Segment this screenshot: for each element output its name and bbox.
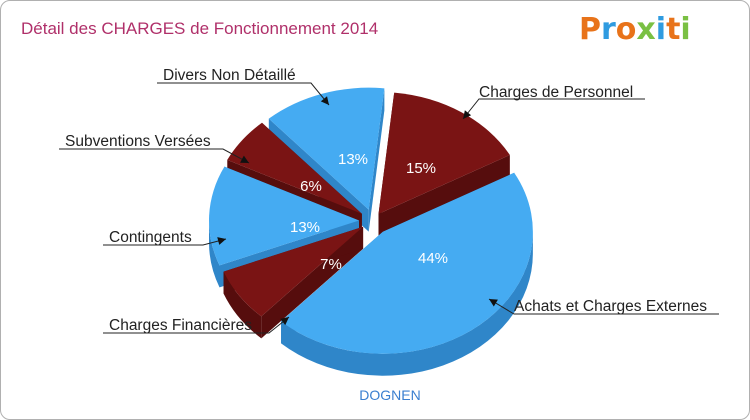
data-label: 44% xyxy=(418,250,448,267)
brand-logo-letter: o xyxy=(616,12,637,47)
category-label: Contingents xyxy=(109,229,192,246)
leader-line xyxy=(157,82,330,106)
pie-slice-top xyxy=(209,166,360,266)
chart-title: Détail des CHARGES de Fonctionnement 201… xyxy=(21,19,378,38)
category-label: Charges Financières xyxy=(109,317,252,334)
brand-logo-letter: r xyxy=(601,12,616,47)
category-label: Charges de Personnel xyxy=(479,84,633,101)
pie-slice-top xyxy=(378,92,510,214)
leader-arrow xyxy=(280,317,289,326)
leader-arrow xyxy=(217,237,226,245)
pie-slice-wall xyxy=(368,88,385,232)
brand-logo-letter: t xyxy=(666,12,680,47)
brand-logo-text: Proxiti xyxy=(579,12,691,47)
chart-subtitle: DOGNEN xyxy=(359,387,420,403)
brand-logo-letter: P xyxy=(579,12,601,47)
leader-arrow xyxy=(489,299,498,307)
data-label: 13% xyxy=(338,151,368,168)
category-label: Divers Non Détaillé xyxy=(163,67,296,84)
data-label: 6% xyxy=(300,178,322,195)
leader-line xyxy=(59,148,250,164)
data-label: 13% xyxy=(290,219,320,236)
brand-logo-letter: i xyxy=(656,12,666,47)
pie-slice-wall xyxy=(378,154,510,236)
label-layer: 15% 44% 7% 13% 6% 13% Charges de Personnel Acha… xyxy=(65,67,707,334)
pie-slice-top xyxy=(281,172,533,354)
pie-slice-charges-de-personnel xyxy=(378,92,510,236)
leader-line xyxy=(462,98,645,120)
leader-layer xyxy=(59,82,719,334)
brand-logo: Proxiti xyxy=(579,12,691,47)
pie-slice-achats-et-charges-externes xyxy=(281,172,533,376)
leader-line xyxy=(488,298,719,315)
category-label: Achats et Charges Externes xyxy=(514,298,707,315)
brand-logo-letter: x xyxy=(636,12,655,47)
brand-logo-letter: i xyxy=(680,12,690,47)
leader-arrow xyxy=(240,155,249,163)
leader-arrow xyxy=(463,110,472,119)
pie-slice-top xyxy=(227,122,362,214)
data-label: 7% xyxy=(320,256,342,273)
leader-line xyxy=(103,316,290,334)
leader-arrow xyxy=(320,96,329,105)
pie-layer xyxy=(209,87,533,376)
pie-slice-side xyxy=(209,220,220,288)
pie-slice-side xyxy=(281,231,533,376)
pie-slice-charges-financi-res xyxy=(223,226,364,339)
pie-slice-top xyxy=(223,226,364,317)
pie-slice-top xyxy=(268,87,385,210)
category-label: Subventions Versées xyxy=(65,133,211,150)
data-label: 15% xyxy=(406,160,436,177)
